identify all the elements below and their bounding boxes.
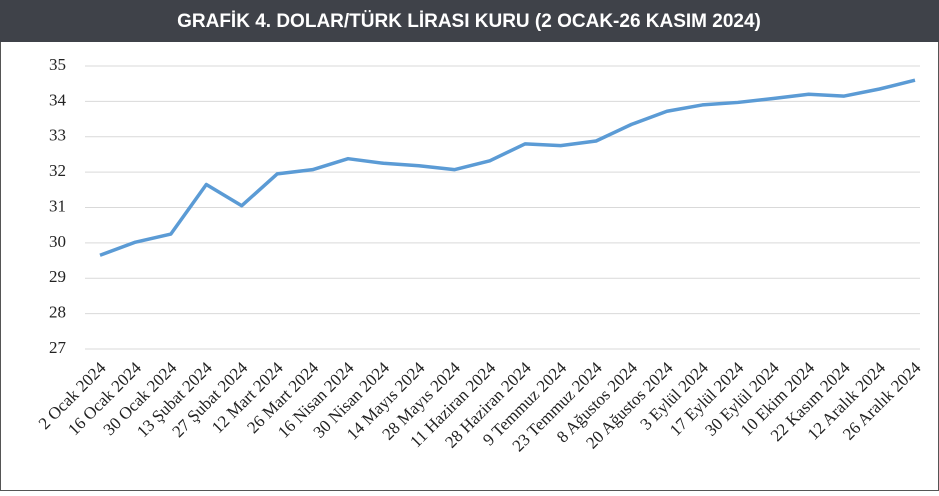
y-tick-label: 34 [49,90,67,109]
y-tick-label: 28 [49,303,66,322]
y-tick-label: 33 [49,126,66,145]
line [99,78,916,257]
y-tick-label: 35 [49,55,66,74]
y-tick-label: 27 [49,338,67,357]
y-tick-label: 29 [49,267,66,286]
y-tick-label: 31 [49,196,66,215]
chart-title: GRAFİK 4. DOLAR/TÜRK LİRASI KURU (2 OCAK… [177,11,761,32]
y-tick-label: 32 [49,161,66,180]
y-tick-label: 30 [49,232,66,251]
title-bar [0,0,939,42]
